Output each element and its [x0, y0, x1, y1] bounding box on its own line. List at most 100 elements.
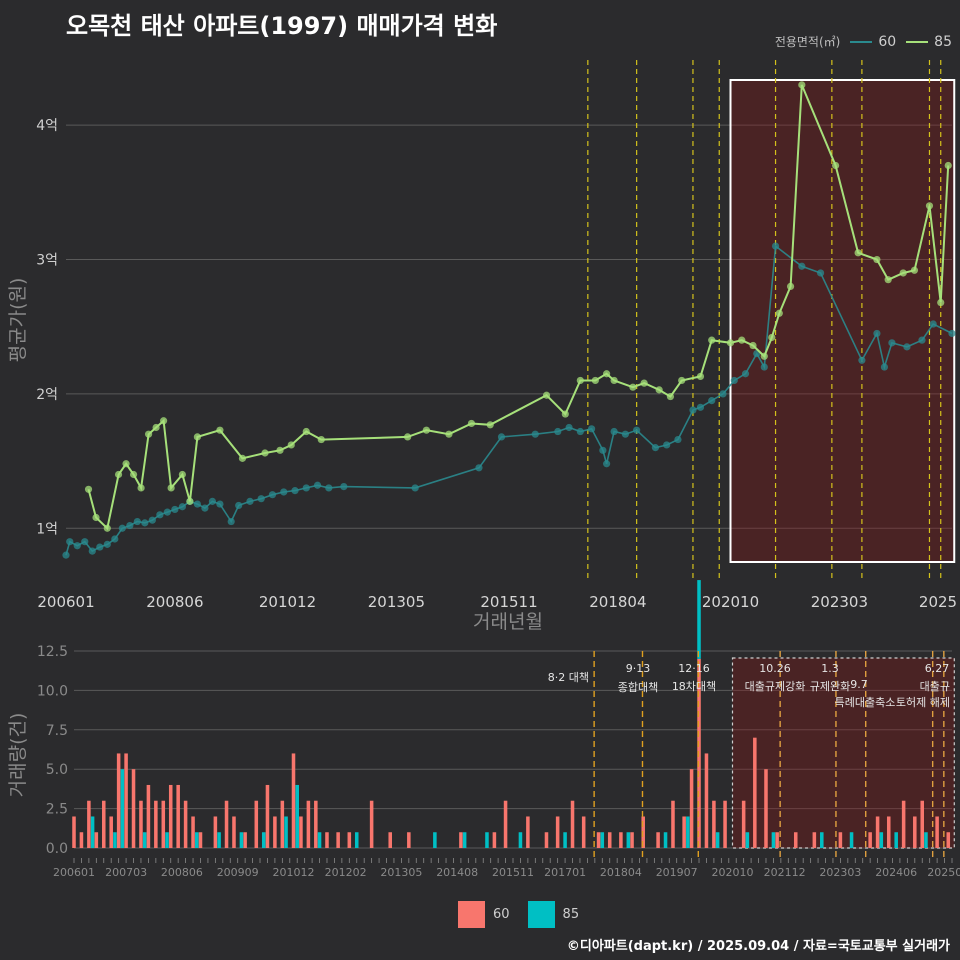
volume-bar-85	[600, 832, 605, 848]
series-60-point	[576, 427, 584, 436]
volume-bar-60	[154, 800, 158, 848]
volume-bar-85	[90, 816, 95, 848]
volume-bar-60	[388, 832, 392, 848]
volume-bar-60	[581, 816, 586, 848]
legend-label-85: 85	[934, 33, 952, 50]
volume-bar-60	[168, 784, 173, 848]
policy-annotation: 대출규	[920, 680, 950, 693]
volume-bar-60	[101, 800, 106, 848]
series-60-point	[475, 464, 483, 472]
volume-bar-85	[771, 832, 776, 848]
series-85-point	[760, 352, 768, 360]
volume-bar-60	[555, 816, 560, 848]
chart-title: 오목천 태산 아파트(1997) 매매가격 변화	[66, 12, 498, 40]
series-60-point	[587, 425, 596, 433]
volume-y-tick-label: 2.5	[46, 802, 68, 818]
series-85-point	[84, 485, 93, 493]
series-85-line	[87, 84, 950, 531]
price-x-tick-label: 202010	[702, 593, 759, 611]
volume-bar-60	[671, 800, 675, 848]
volume-bar-60	[641, 816, 645, 848]
legend-bottom: 60 85	[458, 901, 579, 928]
volume-x-tick-label: 200703	[105, 866, 147, 879]
series-60-point	[708, 397, 716, 405]
volume-bar-85	[485, 832, 489, 848]
volume-bar-85	[894, 832, 898, 848]
volume-bar-60	[198, 832, 203, 848]
volume-bar-60	[369, 800, 374, 848]
volume-bar-85	[165, 832, 169, 848]
series-85-point	[129, 470, 138, 479]
series-60-point	[858, 356, 866, 364]
volume-bar-85	[697, 580, 701, 659]
volume-bar-85	[295, 784, 299, 848]
series-60-point	[903, 343, 911, 351]
series-85-point	[854, 249, 862, 257]
volume-bar-60	[935, 816, 939, 848]
policy-annotation: 토허제 해제	[896, 695, 950, 709]
series-85-point	[137, 484, 145, 492]
series-60-point	[610, 427, 618, 436]
series-60-point	[929, 320, 937, 328]
series-85-point	[114, 470, 123, 479]
volume-y-tick-label: 5.0	[46, 762, 68, 778]
series-60-point	[96, 543, 104, 551]
legend-swatch-60	[850, 40, 873, 43]
volume-x-tick-label: 202010	[712, 866, 754, 879]
series-85-point	[186, 497, 194, 505]
series-85-point	[122, 460, 130, 468]
volume-bar-85	[239, 832, 244, 848]
legend-swatch-bar-60	[458, 901, 485, 928]
volume-x-tick-label: 202506	[927, 866, 960, 879]
series-60-point	[66, 538, 74, 546]
series-60-point	[741, 370, 750, 378]
series-60-point	[497, 433, 506, 441]
series-60-point	[817, 269, 825, 277]
series-85-point	[193, 433, 201, 441]
volume-bar-60	[347, 832, 352, 848]
series-60-point	[111, 535, 119, 543]
volume-y-tick-label: 7.5	[46, 723, 68, 739]
volume-bar-85	[433, 832, 437, 848]
series-85-point	[576, 376, 584, 385]
series-85-point	[467, 419, 476, 428]
series-60-point	[340, 483, 348, 491]
series-85-point	[678, 376, 686, 385]
volume-bar-85	[284, 816, 288, 848]
series-85-point	[178, 470, 186, 479]
price-x-tick-label: 200806	[146, 593, 203, 611]
series-60-point	[302, 484, 310, 492]
series-60-point	[246, 497, 254, 505]
volume-bar-60	[124, 753, 128, 848]
series-85-point	[561, 410, 569, 418]
series-60-point	[62, 551, 70, 559]
series-85-point	[216, 426, 224, 434]
volume-bar-60	[689, 769, 694, 848]
volume-panel: 0.0 2.5 5.0 7.5 10.0 12.5 8·2 대책 9·13 종합대책 12·16 1…	[7, 580, 960, 879]
price-x-tick-label: 201305	[368, 593, 425, 611]
volume-bar-85	[563, 832, 567, 848]
volume-bar-85	[820, 832, 824, 848]
series-60-point	[621, 430, 629, 438]
series-85-point	[542, 391, 551, 399]
series-60-point	[663, 441, 671, 449]
legend-label-60: 60	[878, 33, 897, 50]
series-85-point	[103, 524, 111, 532]
series-60-point	[760, 363, 768, 371]
volume-bar-60	[459, 832, 463, 848]
series-60-point	[565, 423, 573, 432]
series-85-point	[276, 446, 284, 454]
policy-annotation: 9.7	[850, 678, 868, 691]
volume-bar-60	[682, 816, 686, 848]
price-y-axis-title: 평균가(원)	[7, 278, 29, 363]
series-60-point	[148, 516, 156, 524]
volume-bar-60	[72, 816, 76, 848]
volume-bar-60	[213, 816, 218, 848]
volume-bar-60	[79, 832, 84, 848]
series-60-point	[411, 484, 419, 492]
series-60-point	[291, 487, 299, 495]
series-85-point	[404, 433, 412, 441]
price-x-tick-label: 200601	[37, 593, 94, 611]
series-60-point	[118, 524, 126, 532]
